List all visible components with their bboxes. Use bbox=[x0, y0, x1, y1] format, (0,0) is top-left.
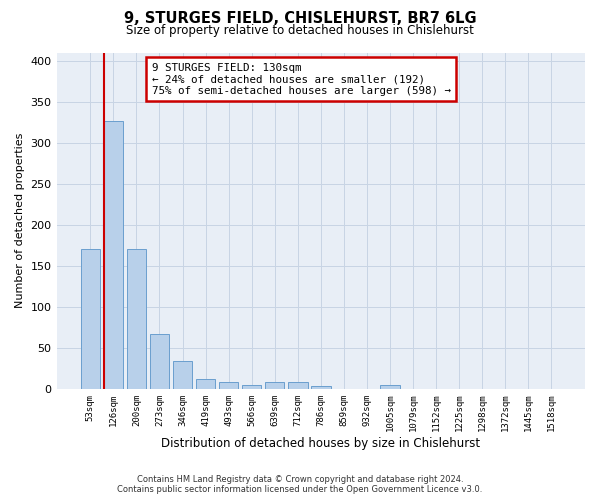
Y-axis label: Number of detached properties: Number of detached properties bbox=[15, 133, 25, 308]
Text: Size of property relative to detached houses in Chislehurst: Size of property relative to detached ho… bbox=[126, 24, 474, 37]
Bar bbox=[311, 386, 331, 389]
Bar bbox=[242, 385, 262, 389]
Text: 9 STURGES FIELD: 130sqm
← 24% of detached houses are smaller (192)
75% of semi-d: 9 STURGES FIELD: 130sqm ← 24% of detache… bbox=[152, 62, 451, 96]
Bar bbox=[104, 120, 123, 389]
Bar bbox=[219, 382, 238, 389]
Bar bbox=[149, 334, 169, 389]
Bar bbox=[80, 250, 100, 389]
Bar bbox=[196, 379, 215, 389]
Text: 9, STURGES FIELD, CHISLEHURST, BR7 6LG: 9, STURGES FIELD, CHISLEHURST, BR7 6LG bbox=[124, 11, 476, 26]
Bar bbox=[127, 250, 146, 389]
Bar bbox=[173, 361, 193, 389]
X-axis label: Distribution of detached houses by size in Chislehurst: Distribution of detached houses by size … bbox=[161, 437, 481, 450]
Bar bbox=[380, 385, 400, 389]
Bar bbox=[265, 382, 284, 389]
Text: Contains HM Land Registry data © Crown copyright and database right 2024.
Contai: Contains HM Land Registry data © Crown c… bbox=[118, 474, 482, 494]
Bar bbox=[288, 382, 308, 389]
